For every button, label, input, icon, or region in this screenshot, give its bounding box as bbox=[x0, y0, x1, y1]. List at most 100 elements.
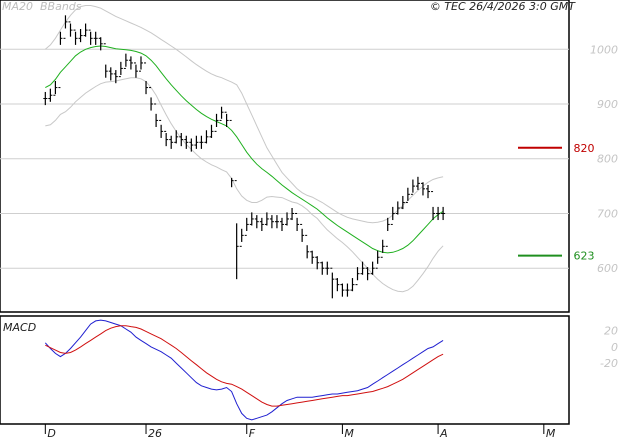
price-bar bbox=[310, 250, 315, 264]
price-bar bbox=[269, 215, 274, 229]
price-bar bbox=[335, 278, 340, 292]
price-bar bbox=[239, 228, 244, 247]
level-label-support: 623 bbox=[574, 250, 595, 263]
price-bar bbox=[138, 56, 143, 72]
price-bar bbox=[380, 239, 385, 258]
legend-bbands: BBands bbox=[40, 0, 82, 13]
price-bar bbox=[144, 62, 149, 95]
price-grid bbox=[0, 48, 569, 269]
price-panel-frame bbox=[0, 0, 570, 313]
price-bar bbox=[169, 135, 174, 149]
price-bar bbox=[370, 261, 375, 275]
price-bar bbox=[290, 208, 295, 221]
price-bar bbox=[184, 135, 189, 149]
price-bar bbox=[315, 256, 320, 270]
price-panel: 1000 900 800 700 600 820 623 bbox=[0, 0, 618, 313]
price-bar bbox=[194, 135, 199, 149]
macd-y-tick-20: 20 bbox=[604, 325, 618, 338]
price-bar bbox=[204, 130, 209, 144]
price-bar bbox=[189, 138, 194, 152]
price-bar bbox=[73, 29, 78, 45]
price-bar bbox=[149, 87, 154, 111]
price-bar bbox=[295, 212, 300, 231]
y-tick-700: 700 bbox=[597, 207, 618, 220]
price-bar bbox=[159, 119, 164, 138]
price-bar bbox=[375, 250, 380, 269]
price-bar bbox=[234, 180, 239, 280]
y-tick-800: 800 bbox=[597, 153, 618, 166]
price-bar bbox=[385, 217, 390, 247]
macd-panel: 20 0 -20 bbox=[0, 315, 618, 425]
price-bar bbox=[431, 191, 436, 221]
price-bar bbox=[43, 91, 48, 106]
price-bar bbox=[279, 217, 284, 231]
price-bar bbox=[420, 182, 425, 196]
price-bar bbox=[68, 21, 73, 37]
copyright-text: © TEC 26/4/2026 3:0 GMT bbox=[430, 0, 576, 13]
price-bar bbox=[219, 106, 224, 121]
price-bar bbox=[395, 201, 400, 215]
x-tick-label: A bbox=[439, 427, 448, 440]
price-bar bbox=[164, 130, 169, 147]
price-bar bbox=[128, 56, 133, 70]
price-bar bbox=[88, 29, 93, 45]
macd-panel-frame bbox=[0, 315, 570, 425]
price-bar bbox=[426, 185, 431, 199]
y-tick-600: 600 bbox=[597, 262, 618, 275]
price-bar bbox=[118, 61, 123, 78]
level-label-resistance: 820 bbox=[574, 142, 595, 155]
macd-lines bbox=[44, 319, 444, 421]
price-bar bbox=[410, 179, 415, 195]
price-bar bbox=[113, 70, 118, 84]
price-y-axis: 1000 900 800 700 600 bbox=[590, 43, 618, 275]
price-bar bbox=[365, 267, 370, 281]
price-bar bbox=[108, 67, 113, 81]
price-bar bbox=[345, 283, 350, 297]
price-bar bbox=[98, 37, 103, 51]
price-bar bbox=[53, 81, 58, 96]
legend-ma20: MA20 bbox=[2, 0, 33, 13]
price-bar bbox=[154, 103, 159, 127]
price-bar bbox=[103, 43, 108, 78]
price-bar bbox=[264, 212, 269, 226]
price-bar bbox=[259, 217, 264, 231]
price-bar bbox=[360, 261, 365, 275]
price-bar bbox=[224, 111, 229, 127]
macd-y-tick--20: -20 bbox=[600, 357, 618, 370]
price-bar bbox=[320, 261, 325, 275]
price-bar bbox=[350, 278, 355, 292]
price-bar bbox=[209, 124, 214, 138]
price-bar bbox=[93, 31, 98, 45]
y-tick-900: 900 bbox=[597, 98, 618, 111]
macd-y-axis: 20 0 -20 bbox=[600, 325, 618, 370]
x-axis: D 26 F M A M bbox=[44, 424, 556, 440]
price-bars bbox=[43, 15, 446, 299]
price-bar bbox=[300, 223, 305, 242]
price-bar bbox=[48, 88, 53, 102]
x-tick-label: 26 bbox=[148, 427, 162, 440]
price-bar bbox=[415, 176, 420, 190]
price-bar bbox=[305, 234, 310, 259]
ma20-line bbox=[45, 45, 444, 254]
ma20-path bbox=[45, 45, 444, 254]
price-bar bbox=[254, 215, 259, 229]
bb-lower-line bbox=[45, 77, 444, 293]
price-bar bbox=[58, 31, 63, 89]
macd-series-signal bbox=[45, 325, 444, 407]
x-tick-label: M bbox=[344, 427, 354, 440]
price-bar bbox=[285, 212, 290, 226]
x-tick-label: D bbox=[47, 427, 55, 440]
price-bar bbox=[400, 195, 405, 210]
price-bar bbox=[325, 261, 330, 275]
price-bar bbox=[390, 206, 395, 225]
price-bar bbox=[330, 267, 335, 299]
price-bar bbox=[78, 29, 83, 43]
price-bar bbox=[214, 113, 219, 132]
price-bar bbox=[179, 133, 184, 147]
price-bar bbox=[244, 217, 249, 236]
bollinger-bands bbox=[44, 5, 444, 293]
price-bar bbox=[123, 53, 128, 69]
price-bar bbox=[133, 62, 138, 78]
bb-upper-line bbox=[44, 5, 444, 224]
